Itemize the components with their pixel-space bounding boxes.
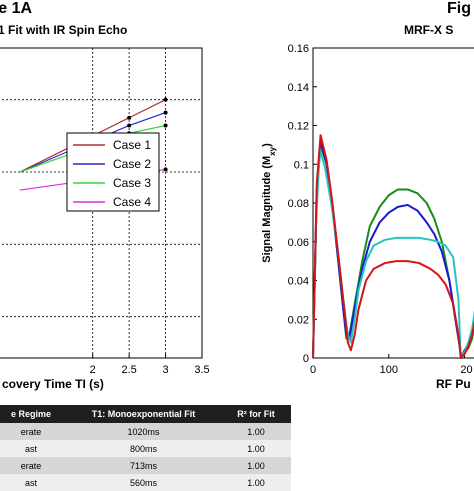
y-tick-label: 0.12: [288, 121, 309, 133]
table-cell: 713ms: [66, 457, 221, 474]
plot-frame: [312, 47, 474, 359]
table-cell: erate: [0, 423, 66, 440]
data-point: [127, 123, 132, 128]
legend-box: [66, 132, 160, 212]
x-tick-label: 3: [163, 364, 169, 376]
x-tick-label: 0: [310, 364, 316, 376]
data-point: [163, 123, 168, 128]
x-axis-label: RF Pu: [436, 377, 471, 391]
legend-label: Case 4: [113, 195, 151, 209]
data-point: [163, 97, 168, 102]
legend-label: Case 2: [113, 157, 151, 171]
table-cell: 800ms: [66, 440, 221, 457]
table-row: erate 713ms 1.00: [0, 457, 291, 474]
plot-frame: [0, 47, 203, 359]
table-row: ast 560ms 1.00: [0, 474, 291, 491]
x-tick-label: 3.5: [194, 364, 209, 376]
table-cell: 1.00: [221, 474, 291, 491]
x-tick-label: 20: [460, 364, 472, 376]
table-cell: 1.00: [221, 457, 291, 474]
y-tick-label: 0.16: [288, 43, 309, 55]
signal-curve-red: [312, 134, 474, 359]
data-point: [127, 115, 132, 120]
table-cell: 560ms: [66, 474, 221, 491]
y-axis-label: Signal Magnitude (Mxy): [261, 143, 277, 263]
y-tick-label: 0.06: [288, 237, 309, 249]
mrf-signal-chart: 0 0.02 0.04 0.06 0.08 0.1 0.12 0.14 0.16 0 100 20RF…: [261, 43, 474, 391]
table-cell: ast: [0, 474, 66, 491]
table-cell: 1020ms: [66, 423, 221, 440]
figure-1a-title: re 1A: [0, 0, 33, 17]
ir-spin-echo-chart: 2 2.5 3 3.5 covery Time TI (s) Case 1 Case 2 Ca…: [0, 47, 210, 391]
y-tick-label: 0.04: [288, 276, 309, 288]
x-tick-label: 2: [90, 364, 96, 376]
t1-fit-table: e Regime T1: Monoexponential Fit R² for …: [0, 405, 291, 491]
figure-right-subtitle: MRF-X S: [404, 23, 454, 37]
figure-right-title: Fig: [447, 0, 471, 17]
y-tick-label: 0.14: [288, 82, 309, 94]
figure-1a-subtitle: 1 Fit with IR Spin Echo: [0, 23, 128, 37]
legend-label: Case 3: [113, 176, 151, 190]
data-point: [163, 167, 168, 172]
x-tick-label: 100: [380, 364, 398, 376]
header-regime: e Regime: [0, 405, 66, 423]
header-t1-fit: T1: Monoexponential Fit: [66, 405, 221, 423]
x-tick-label: 2.5: [121, 364, 136, 376]
y-tick-label: 0.08: [288, 198, 309, 210]
table-row: erate 1020ms 1.00: [0, 423, 291, 440]
charts-canvas: 2 2.5 3 3.5 covery Time TI (s) Case 1 Case 2 Ca…: [0, 43, 474, 391]
table-cell: 1.00: [221, 423, 291, 440]
y-tick-label: 0.1: [294, 159, 309, 171]
table-row: ast 800ms 1.00: [0, 440, 291, 457]
y-tick-label: 0: [303, 353, 309, 365]
x-axis-label: covery Time TI (s): [2, 377, 104, 391]
table-cell: ast: [0, 440, 66, 457]
table-cell: erate: [0, 457, 66, 474]
data-point: [163, 110, 168, 115]
legend-label: Case 1: [113, 138, 151, 152]
y-tick-label: 0.02: [288, 314, 309, 326]
table-header-row: e Regime T1: Monoexponential Fit R² for …: [0, 405, 291, 423]
table-cell: 1.00: [221, 440, 291, 457]
header-r2: R² for Fit: [221, 405, 291, 423]
